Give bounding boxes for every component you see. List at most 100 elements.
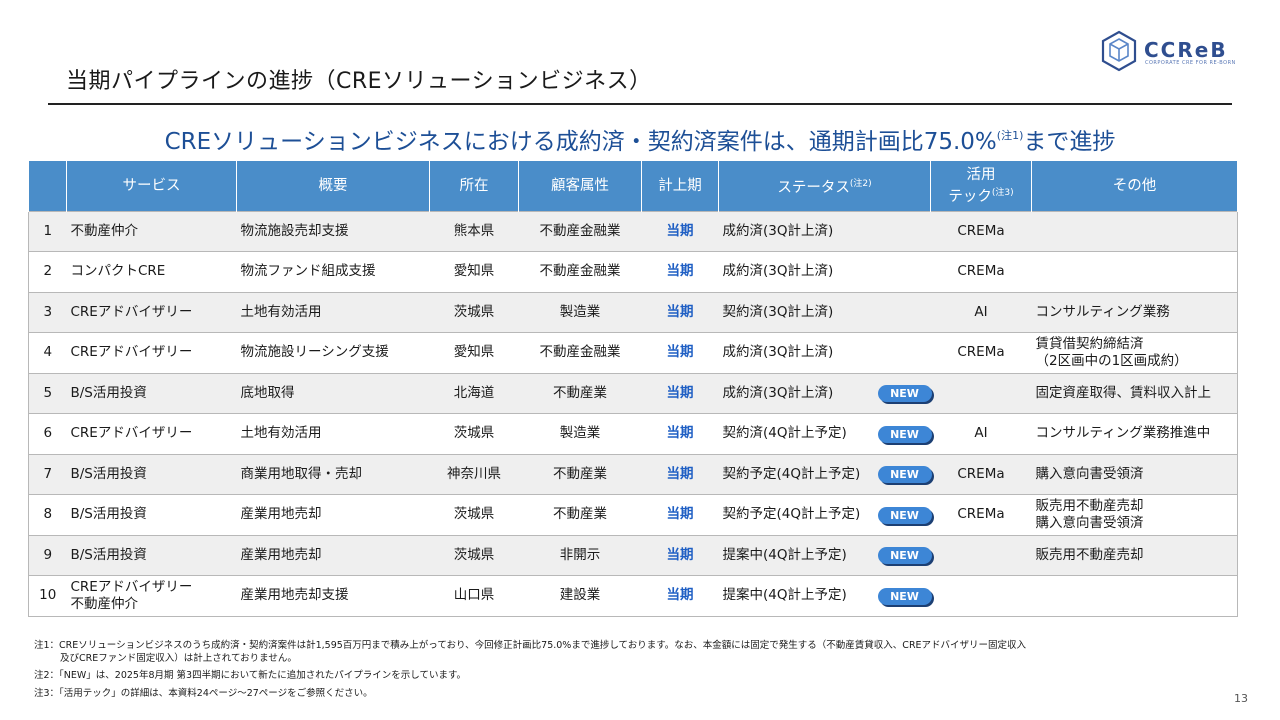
client-text: 建設業 xyxy=(559,587,601,604)
cell-tech xyxy=(930,373,1032,414)
cell-summary: 物流施設売却支援 xyxy=(236,210,430,252)
client-text: 製造業 xyxy=(559,303,601,320)
cell-location: 熊本県 xyxy=(429,210,519,252)
summary-text: 産業用地売却支援 xyxy=(240,587,349,604)
header-status-label: ステータス xyxy=(777,179,850,196)
table-row: 1 不動産仲介 物流施設売却支援 熊本県 不動産金融業 当期 成約済(3Q計上済) CREMa xyxy=(28,210,1238,252)
cell-other: 販売用不動産売却 購入意向書受領済 xyxy=(1031,494,1238,536)
cell-summary: 商業用地取得・売却 xyxy=(236,454,430,495)
status-text: 提案中(4Q計上予定) xyxy=(722,587,847,604)
cell-other: コンサルティング業務推進中 xyxy=(1031,413,1238,455)
cell-status: 契約済(3Q計上済) xyxy=(718,292,931,333)
summary-text: 底地取得 xyxy=(240,384,295,401)
client-text: 不動産金融業 xyxy=(539,263,621,280)
tech-text: CREMa xyxy=(957,506,1005,523)
logo-wordmark: CCReB xyxy=(1144,38,1228,62)
tech-text: CREMa xyxy=(957,344,1005,361)
table-row: 6 CREアドバイザリー 土地有効活用 茨城県 製造業 当期 契約済(4Q計上予定) NEW A… xyxy=(28,413,1238,455)
location-text: 熊本県 xyxy=(453,222,495,239)
cell-summary: 土地有効活用 xyxy=(236,413,430,455)
period-text: 当期 xyxy=(666,263,694,280)
headline-note-ref: (注1) xyxy=(996,129,1024,142)
period-text: 当期 xyxy=(666,587,694,604)
client-text: 不動産金融業 xyxy=(539,222,621,239)
period-text: 当期 xyxy=(666,546,694,563)
location-text: 北海道 xyxy=(453,384,495,401)
row-number: 3 xyxy=(28,292,67,333)
cell-other: コンサルティング業務 xyxy=(1031,292,1238,333)
cube-logo-icon xyxy=(1101,30,1137,72)
client-text: 非開示 xyxy=(559,546,601,563)
status-text: 提案中(4Q計上予定) xyxy=(722,546,847,563)
table-row: 10 CREアドバイザリー 不動産仲介 産業用地売却支援 山口県 建設業 当期 提案中(4Q計… xyxy=(28,575,1238,617)
period-text: 当期 xyxy=(666,384,694,401)
table-body: 1 不動産仲介 物流施設売却支援 熊本県 不動産金融業 当期 成約済(3Q計上済) CREMa… xyxy=(28,210,1238,617)
cell-service: CREアドバイザリー xyxy=(66,413,237,455)
location-text: 神奈川県 xyxy=(447,465,501,482)
cell-location: 愛知県 xyxy=(429,332,519,374)
cell-service: コンパクトCRE xyxy=(66,251,237,293)
cell-location: 山口県 xyxy=(429,575,519,617)
other-text: 購入意向書受領済 xyxy=(1035,465,1144,482)
header-period: 計上期 xyxy=(641,161,719,211)
footnote-1-line1: 注1：CREソリューションビジネスのうち成約済・契約済案件は計1,595百万円ま… xyxy=(34,640,1027,651)
cell-location: 茨城県 xyxy=(429,413,519,455)
cell-status: 成約済(3Q計上済) xyxy=(718,251,931,293)
client-text: 不動産業 xyxy=(553,384,607,401)
period-text: 当期 xyxy=(666,344,694,361)
header-tech: 活用 テック(注3) xyxy=(930,161,1032,211)
header-tech-note: (注3) xyxy=(991,187,1014,198)
new-badge: NEW xyxy=(877,425,932,443)
service-text-2: 不動産仲介 xyxy=(70,595,139,612)
cell-location: 茨城県 xyxy=(429,292,519,333)
table-header-row: サービス 概要 所在 顧客属性 計上期 ステータス(注2) 活用 テック(注3) … xyxy=(28,161,1238,211)
footnote-2: 注2：「NEW」は、2025年8月期 第3四半期において新たに追加されたパイプラ… xyxy=(34,670,467,681)
row-number: 2 xyxy=(28,251,67,293)
header-status: ステータス(注2) xyxy=(718,161,931,211)
cell-other xyxy=(1031,210,1238,252)
cell-client: 不動産業 xyxy=(518,494,642,536)
tech-text: AI xyxy=(974,425,988,442)
new-badge: NEW xyxy=(877,587,932,605)
cell-period: 当期 xyxy=(641,575,719,617)
row-number: 6 xyxy=(28,413,67,455)
tech-text: CREMa xyxy=(957,222,1005,239)
row-number-text: 4 xyxy=(43,344,53,361)
cell-service: 不動産仲介 xyxy=(66,210,237,252)
header-tech-line1: 活用 xyxy=(966,166,996,183)
table-row: 5 B/S活用投資 底地取得 北海道 不動産業 当期 成約済(3Q計上済) NEW 固定資産取得… xyxy=(28,373,1238,414)
new-badge: NEW xyxy=(877,385,932,403)
cell-client: 建設業 xyxy=(518,575,642,617)
cell-tech: CREMa xyxy=(930,251,1032,293)
header-summary: 概要 xyxy=(236,161,430,211)
status-text: 成約済(3Q計上済) xyxy=(722,263,834,280)
cell-service: B/S活用投資 xyxy=(66,535,237,576)
cell-summary: 産業用地売却支援 xyxy=(236,575,430,617)
cell-summary: 産業用地売却 xyxy=(236,494,430,536)
cell-location: 神奈川県 xyxy=(429,454,519,495)
cell-location: 北海道 xyxy=(429,373,519,414)
cell-client: 製造業 xyxy=(518,292,642,333)
cell-service: CREアドバイザリー xyxy=(66,332,237,374)
header-location: 所在 xyxy=(429,161,519,211)
service-text: 不動産仲介 xyxy=(70,222,139,239)
other-text-2: 購入意向書受領済 xyxy=(1035,514,1144,531)
period-text: 当期 xyxy=(666,465,694,482)
cell-location: 茨城県 xyxy=(429,535,519,576)
tech-text: CREMa xyxy=(957,263,1005,280)
status-text: 契約予定(4Q計上予定) xyxy=(722,465,861,482)
row-number-text: 6 xyxy=(43,425,53,442)
location-text: 愛知県 xyxy=(453,263,495,280)
header-status-note: (注2) xyxy=(849,178,872,189)
row-number-text: 3 xyxy=(43,303,53,320)
table-row: 2 コンパクトCRE 物流ファンド組成支援 愛知県 不動産金融業 当期 成約済(3Q計上済)… xyxy=(28,251,1238,293)
title-divider xyxy=(48,103,1232,105)
cell-client: 不動産金融業 xyxy=(518,210,642,252)
service-text: CREアドバイザリー xyxy=(70,344,193,361)
cell-period: 当期 xyxy=(641,494,719,536)
location-text: 茨城県 xyxy=(453,303,495,320)
table-row: 7 B/S活用投資 商業用地取得・売却 神奈川県 不動産業 当期 契約予定(4Q計上予定) N… xyxy=(28,454,1238,495)
summary-text: 土地有効活用 xyxy=(240,425,322,442)
cell-client: 製造業 xyxy=(518,413,642,455)
footnote-1-line2: 及びCREファンド固定収入）は計上されておりません。 xyxy=(60,652,297,664)
